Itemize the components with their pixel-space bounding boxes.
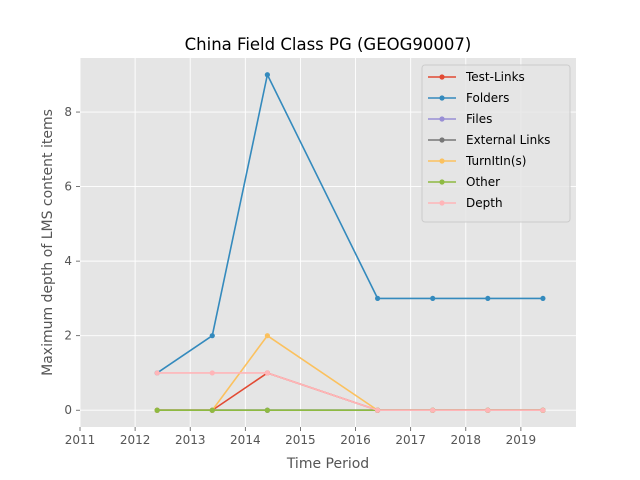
chart-title: China Field Class PG (GEOG90007) bbox=[185, 35, 472, 54]
series-depth bbox=[154, 370, 546, 413]
data-point bbox=[209, 370, 215, 376]
legend-label: Test-Links bbox=[465, 70, 525, 84]
data-point bbox=[154, 407, 160, 413]
legend-swatch-marker bbox=[439, 179, 445, 185]
y-tick-label: 4 bbox=[64, 254, 72, 268]
legend-item: Test-Links bbox=[428, 70, 525, 84]
legend-item: Folders bbox=[428, 91, 509, 105]
legend-label: TurnItIn(s) bbox=[465, 154, 526, 168]
legend-item: Files bbox=[428, 112, 492, 126]
data-point bbox=[430, 407, 436, 413]
data-point bbox=[375, 407, 381, 413]
y-tick-label: 0 bbox=[64, 403, 72, 417]
legend: Test-Links Folders Files External Links Turn… bbox=[421, 64, 571, 223]
legend-item: Depth bbox=[428, 196, 503, 210]
data-point bbox=[540, 407, 546, 413]
x-tick-label: 2017 bbox=[395, 433, 426, 447]
legend-label: Files bbox=[466, 112, 492, 126]
x-tick-label: 2015 bbox=[285, 433, 316, 447]
data-point bbox=[375, 295, 381, 302]
x-axis-label: Time Period bbox=[286, 456, 369, 472]
data-point bbox=[264, 72, 270, 78]
x-tick-label: 2018 bbox=[451, 433, 482, 447]
y-axis-label: Maximum depth of LMS content items bbox=[40, 109, 56, 376]
x-tick-label: 2016 bbox=[340, 433, 371, 447]
y-tick-label: 6 bbox=[64, 180, 72, 194]
data-point bbox=[540, 295, 546, 302]
legend-swatch-marker bbox=[439, 200, 445, 206]
x-ticks: 2011 2012 2013 2014 2015 2016 2017 2018 2019 bbox=[65, 427, 536, 447]
x-tick-label: 2012 bbox=[120, 433, 151, 447]
data-point bbox=[485, 407, 491, 413]
data-point bbox=[264, 370, 270, 376]
legend-swatch-marker bbox=[439, 95, 445, 101]
y-tick-label: 2 bbox=[64, 329, 72, 343]
legend-swatch-marker bbox=[439, 74, 445, 80]
x-tick-label: 2013 bbox=[175, 433, 206, 447]
legend-label: Other bbox=[466, 175, 500, 189]
legend-box bbox=[421, 64, 571, 223]
y-tick-label: 8 bbox=[64, 105, 72, 119]
data-point bbox=[430, 295, 436, 302]
legend-swatch-marker bbox=[439, 158, 445, 164]
x-tick-label: 2011 bbox=[65, 433, 96, 447]
data-point bbox=[209, 407, 215, 413]
data-point bbox=[264, 333, 270, 339]
legend-label: Folders bbox=[466, 91, 509, 105]
legend-label: External Links bbox=[466, 133, 550, 147]
legend-swatch-marker bbox=[439, 116, 445, 122]
series-group bbox=[154, 72, 546, 413]
x-tick-label: 2014 bbox=[230, 433, 261, 447]
legend-label: Depth bbox=[466, 196, 503, 210]
data-point bbox=[485, 295, 491, 302]
data-point bbox=[209, 333, 215, 339]
legend-swatch-marker bbox=[439, 137, 445, 143]
x-tick-label: 2019 bbox=[506, 433, 537, 447]
legend-item: Other bbox=[428, 175, 500, 189]
data-point bbox=[154, 370, 160, 376]
data-point bbox=[264, 407, 270, 413]
y-ticks: 0 2 4 6 8 bbox=[64, 105, 80, 417]
legend-item: External Links bbox=[428, 133, 550, 147]
legend-item: TurnItIn(s) bbox=[428, 154, 526, 168]
